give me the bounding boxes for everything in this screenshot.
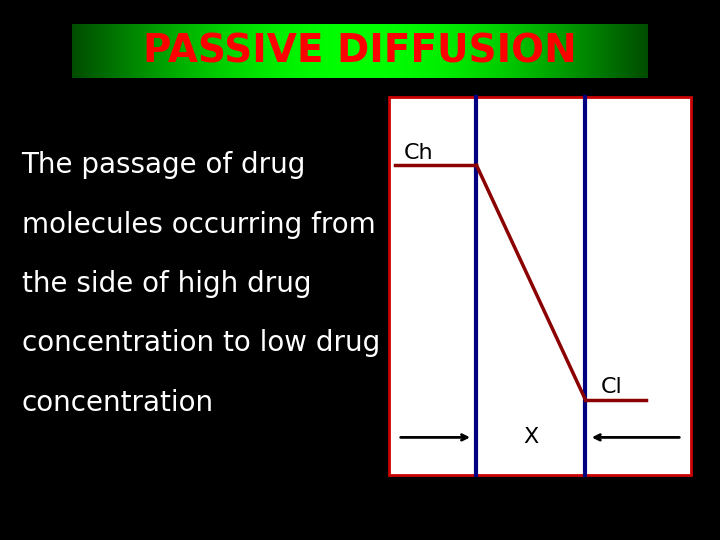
Bar [389, 97, 691, 475]
Text: molecules occurring from: molecules occurring from [22, 211, 375, 239]
Text: The passage of drug: The passage of drug [22, 151, 306, 179]
Text: concentration: concentration [22, 389, 214, 417]
Text: PASSIVE DIFFUSION: PASSIVE DIFFUSION [143, 32, 577, 70]
Text: the side of high drug: the side of high drug [22, 270, 311, 298]
Text: Cl: Cl [600, 377, 622, 397]
Text: concentration to low drug: concentration to low drug [22, 329, 380, 357]
Text: X: X [523, 427, 539, 448]
Text: Ch: Ch [404, 143, 433, 163]
